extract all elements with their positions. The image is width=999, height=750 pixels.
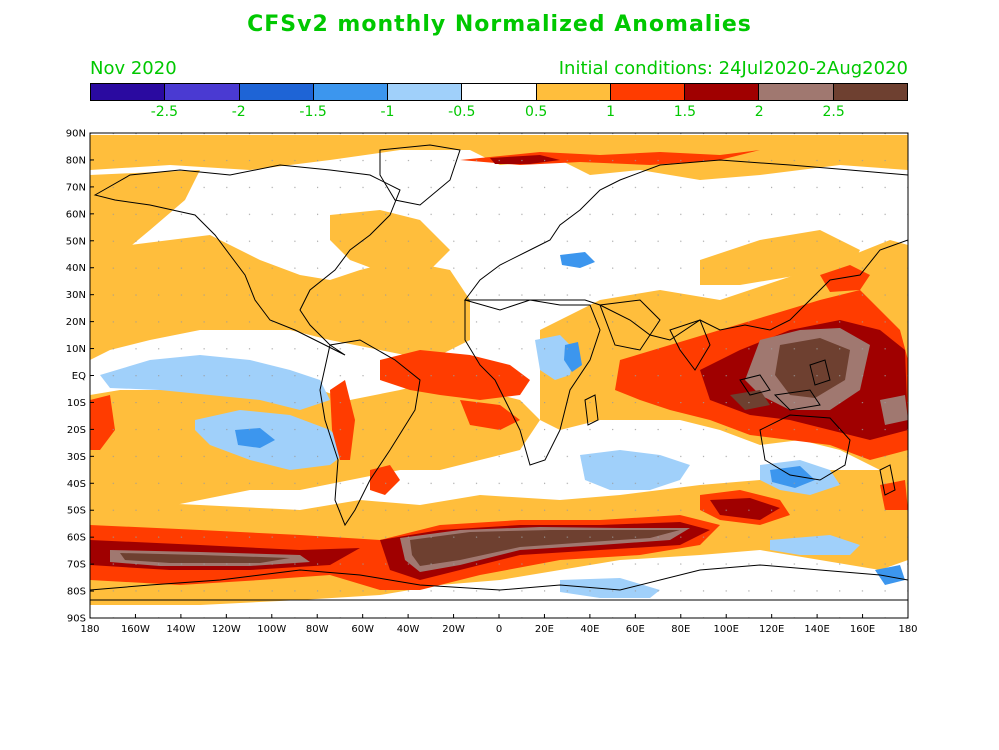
colorbar-segment [165,84,240,100]
longitude-tick-label: 80W [306,624,329,635]
colorbar-label: -1.5 [299,104,327,120]
longitude-tick-label: 120E [759,624,784,635]
colorbar-label: -1 [380,104,395,120]
longitude-tick-label: 140W [166,624,195,635]
colorbar-segment [462,84,537,100]
grid-dots [90,133,908,618]
longitude-tick-label: 60E [626,624,645,635]
latitude-tick-label: 30S [67,452,86,463]
initial-conditions-label: Initial conditions: 24Jul2020-2Aug2020 [558,58,908,79]
latitude-tick-label: 60S [67,533,86,544]
latitude-tick-label: 90N [66,129,86,140]
longitude-tick-label: 40W [397,624,420,635]
colorbar-segment [610,84,686,100]
longitude-tick-label: 180 [898,624,917,635]
colorbar-label: -2 [231,104,246,120]
longitude-tick-label: 100E [714,624,739,635]
colorbar-labels: -2.5 -2 -1.5 -1 -0.5 0.5 1 1.5 2 2.5 [90,104,908,122]
colorbar [90,83,908,101]
longitude-tick-label: 60W [351,624,374,635]
colorbar-label: 2.5 [822,104,845,120]
colorbar-label: -0.5 [448,104,476,120]
colorbar-segment [388,84,463,100]
latitude-tick-label: 10N [66,344,86,355]
latitude-tick-label: 60N [66,209,86,220]
latitude-tick-label: 50S [67,506,86,517]
latitude-tick-label: 20S [67,425,86,436]
latitude-axis: 90N 80N 70N 60N 50N 40N 30N 20N 10N EQ 10S 20S 30S 40… [66,129,94,625]
longitude-tick-label: 0 [496,624,502,635]
longitude-tick-label: 120W [212,624,241,635]
colorbar-segment [833,84,907,100]
colorbar-label: 1.5 [673,104,697,120]
longitude-tick-label: 20E [535,624,554,635]
latitude-tick-label: 70S [67,560,86,571]
colorbar-label: -2.5 [150,104,179,120]
latitude-tick-label: 80N [66,155,86,166]
coastlines [90,144,908,601]
longitude-tick-label: 160E [850,624,875,635]
latitude-tick-label: 30N [66,290,86,301]
latitude-tick-label: 70N [66,182,86,193]
valid-month-label: Nov 2020 [90,58,177,79]
latitude-tick-label: 50N [66,236,86,247]
colorbar-label: 0.5 [525,104,548,120]
longitude-tick-label: 40E [580,624,599,635]
latitude-tick-label: EQ [72,371,86,382]
latitude-tick-label: 80S [67,587,86,598]
latitude-tick-label: 40S [67,479,86,490]
longitude-tick-label: 180 [80,624,99,635]
longitude-axis: 180 160W 140W 120W 100W 80W 60W 40W 20W 0 20E 40E 60… [80,614,918,635]
latitude-tick-label: 90S [67,614,86,625]
colorbar-label: 2 [754,104,764,120]
colorbar-label: 1 [606,104,615,120]
latitude-tick-label: 10S [67,398,86,409]
colorbar-segment [536,84,611,100]
colorbar-segment [313,84,389,100]
colorbar-segment [759,84,834,100]
longitude-tick-label: 140E [804,624,829,635]
longitude-tick-label: 20W [442,624,465,635]
longitude-tick-label: 100W [257,624,286,635]
map-title: CFSv2 monthly Normalized Anomalies [247,12,752,37]
longitude-tick-label: 160W [121,624,150,635]
latitude-tick-label: 20N [66,317,86,328]
colorbar-segment [91,84,166,100]
longitude-tick-label: 80E [671,624,690,635]
colorbar-segment [239,84,314,100]
colorbar-segment [685,84,760,100]
latitude-tick-label: 40N [66,263,86,274]
